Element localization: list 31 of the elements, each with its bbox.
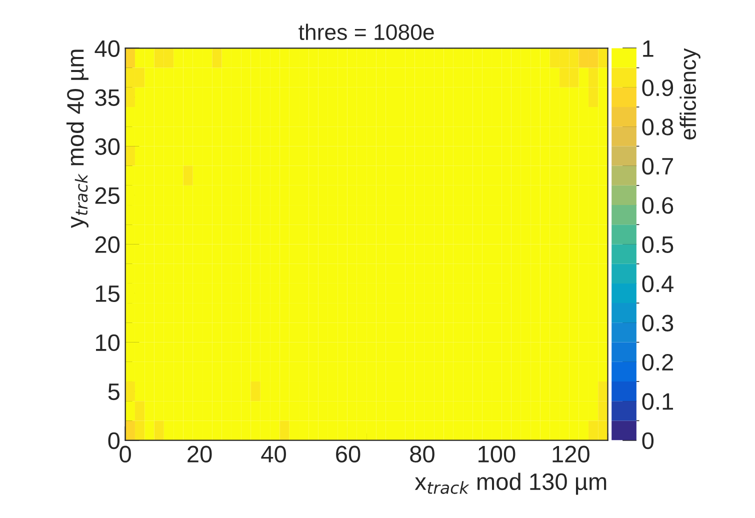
y-tick-label: 20 bbox=[95, 236, 120, 254]
color-bar-label: 0.6 bbox=[642, 197, 674, 214]
x-tick-label: 0 bbox=[120, 446, 131, 463]
x-tick-label: 40 bbox=[261, 446, 286, 463]
y-tick-label: 10 bbox=[96, 334, 120, 352]
color-bar-label: 0.5 bbox=[642, 236, 674, 254]
color-bar-label: 0.4 bbox=[642, 276, 674, 292]
y-tick-label: 15 bbox=[96, 286, 120, 302]
color-bar-label: 0.7 bbox=[642, 158, 673, 175]
y-axis-title: y$_{track}$ mod 40 µm bbox=[66, 50, 88, 228]
color-bar-label: 0.9 bbox=[642, 79, 674, 96]
color-bar-label: 0.2 bbox=[642, 354, 673, 371]
x-tick-label: 60 bbox=[336, 446, 360, 463]
y-tick-label: 40 bbox=[94, 40, 120, 57]
color-bar-label: 0.3 bbox=[642, 314, 674, 332]
y-tick-label: 25 bbox=[95, 187, 120, 204]
color-bar-label: 1 bbox=[643, 40, 654, 57]
y-tick-label: 35 bbox=[95, 89, 120, 106]
color-bar-label: 0.8 bbox=[642, 118, 674, 136]
chart-title: thres = 1080e bbox=[298, 24, 434, 40]
x-tick-label: 20 bbox=[188, 446, 212, 463]
x-tick-label: 120 bbox=[552, 446, 590, 463]
y-tick-label: 5 bbox=[108, 384, 120, 400]
y-tick-label: 30 bbox=[95, 138, 120, 155]
x-tick-label: 100 bbox=[478, 446, 516, 463]
color-bar-title: efficiency bbox=[680, 48, 700, 140]
color-bar-label: 0 bbox=[642, 432, 654, 450]
x-tick-label: 80 bbox=[410, 446, 434, 463]
x-axis-title: x$_{track}$ mod 130 µm bbox=[414, 472, 606, 495]
y-tick-label: 0 bbox=[108, 432, 120, 450]
color-bar-label: 0.1 bbox=[642, 393, 673, 410]
